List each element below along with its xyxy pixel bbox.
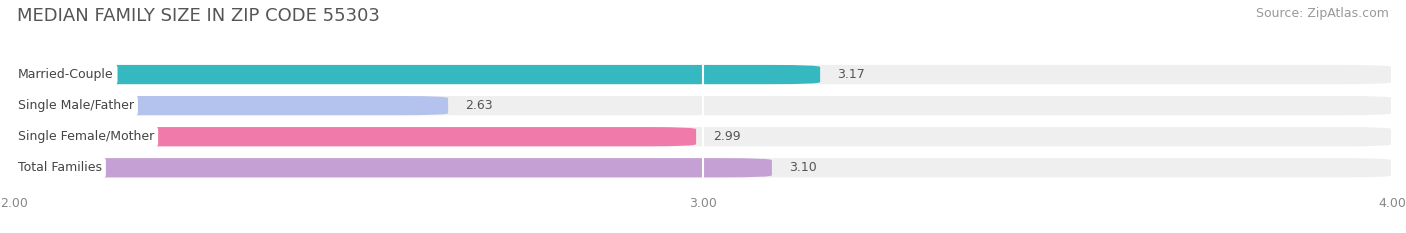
FancyBboxPatch shape: [14, 96, 1392, 115]
FancyBboxPatch shape: [14, 65, 820, 84]
Text: Total Families: Total Families: [17, 161, 101, 174]
FancyBboxPatch shape: [14, 158, 1392, 177]
Text: MEDIAN FAMILY SIZE IN ZIP CODE 55303: MEDIAN FAMILY SIZE IN ZIP CODE 55303: [17, 7, 380, 25]
Text: Single Male/Father: Single Male/Father: [17, 99, 134, 112]
Text: 2.63: 2.63: [465, 99, 494, 112]
Text: Married-Couple: Married-Couple: [17, 68, 112, 81]
FancyBboxPatch shape: [14, 127, 1392, 146]
FancyBboxPatch shape: [14, 96, 449, 115]
Text: Single Female/Mother: Single Female/Mother: [17, 130, 153, 143]
FancyBboxPatch shape: [14, 158, 772, 177]
Text: Source: ZipAtlas.com: Source: ZipAtlas.com: [1256, 7, 1389, 20]
Text: 3.10: 3.10: [789, 161, 817, 174]
Text: 3.17: 3.17: [838, 68, 865, 81]
FancyBboxPatch shape: [14, 65, 1392, 84]
Text: 2.99: 2.99: [713, 130, 741, 143]
FancyBboxPatch shape: [14, 127, 696, 146]
